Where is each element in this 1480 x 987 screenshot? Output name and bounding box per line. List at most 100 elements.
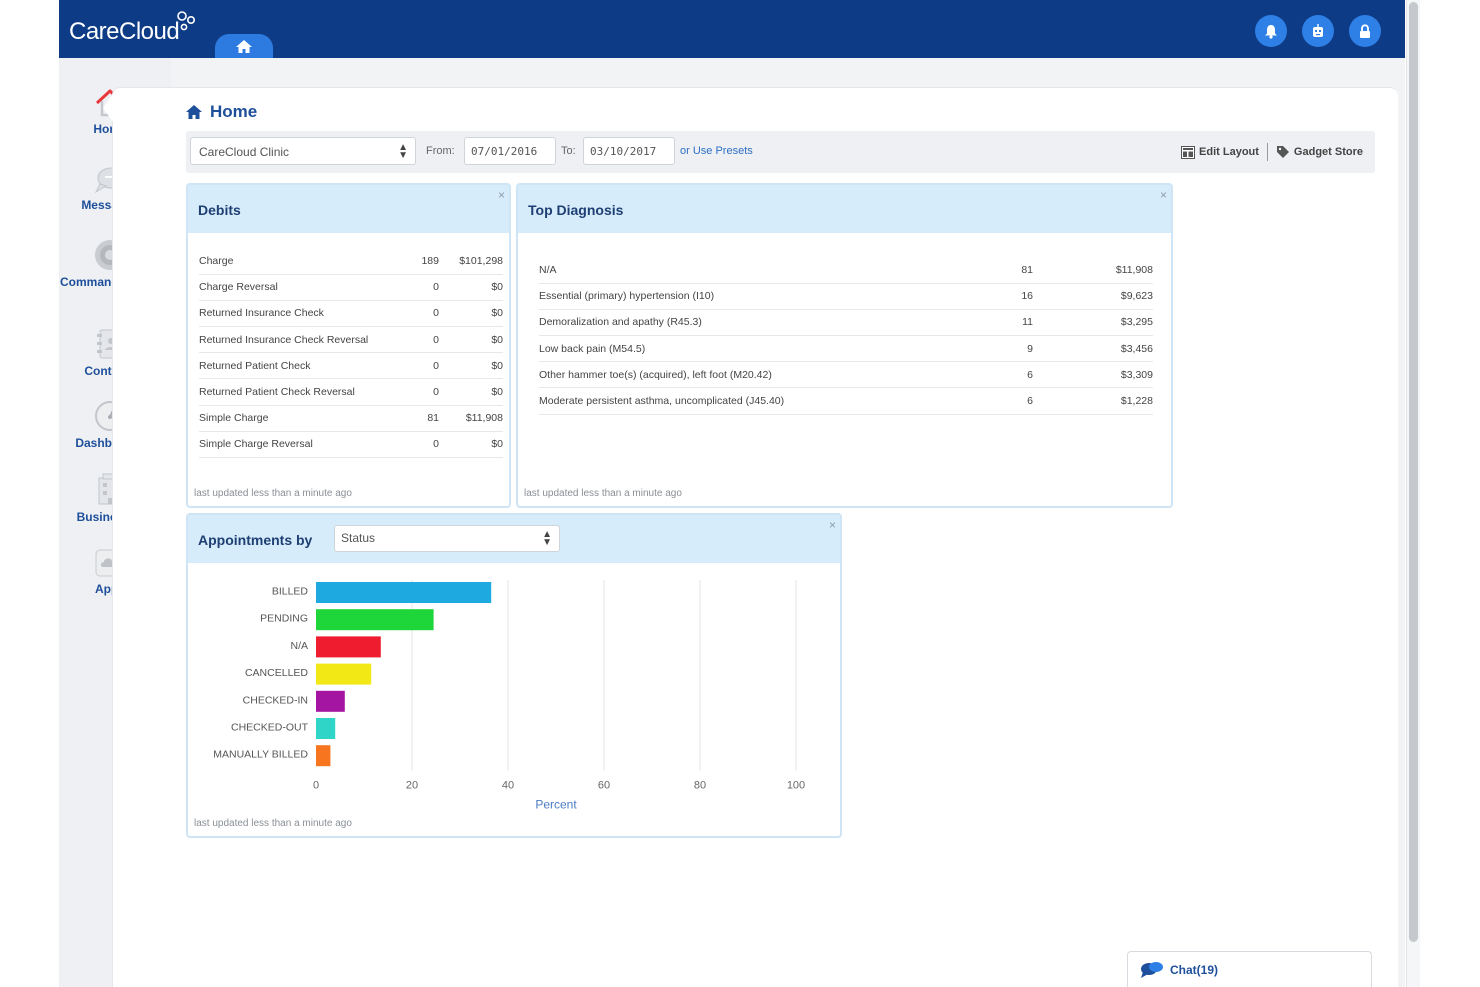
bar xyxy=(316,745,331,767)
table-row: Essential (primary) hypertension (I10) 16… xyxy=(539,283,1153,310)
edit-layout-button[interactable]: Edit Layout xyxy=(1181,145,1259,159)
category-label: CHECKED-OUT xyxy=(231,722,309,734)
x-tick-label: 40 xyxy=(502,779,514,791)
bell-icon xyxy=(1265,24,1277,39)
table-cell-count: 0 xyxy=(409,431,439,459)
home-icon xyxy=(236,40,252,53)
close-icon[interactable]: × xyxy=(497,188,505,202)
gadget-title: Top Diagnosis xyxy=(528,202,624,218)
filter-bar: CareCloud Clinic ▲ ▼ From: 07/01/2016 To:… xyxy=(186,131,1375,173)
gadget-store-label: Gadget Store xyxy=(1293,146,1363,158)
group-by-select[interactable]: Status ▲ ▼ xyxy=(334,525,560,552)
table-row: Demoralization and apathy (R45.3) 11 $3,29… xyxy=(539,309,1153,337)
table-cell-amount: $0 xyxy=(439,431,503,459)
table-row: Moderate persistent asthma, uncomplicate… xyxy=(539,387,1153,415)
table-cell-label: Moderate persistent asthma, uncomplicate… xyxy=(539,387,979,415)
page-title-text: Home xyxy=(210,102,258,121)
table-cell-count: 6 xyxy=(979,361,1033,389)
top-bar: CareCloud xyxy=(59,0,1405,58)
table-row: Charge 189 $101,298 xyxy=(199,248,503,275)
group-by-select-value: Status xyxy=(341,531,376,545)
home-tab[interactable] xyxy=(215,34,273,58)
x-tick-label: 100 xyxy=(787,779,805,791)
robot-icon xyxy=(1313,23,1323,37)
last-updated-note: last updated less than a minute ago xyxy=(194,818,352,829)
x-tick-label: 0 xyxy=(313,779,319,791)
chat-icon xyxy=(1141,962,1163,978)
page-scrollbar[interactable] xyxy=(1406,0,1420,987)
table-row: Charge Reversal 0 $0 xyxy=(199,274,503,301)
use-presets-link[interactable]: or Use Presets xyxy=(680,145,753,157)
edit-layout-label: Edit Layout xyxy=(1199,146,1259,158)
table-cell-count: 16 xyxy=(979,283,1033,310)
table-cell-label: Charge xyxy=(199,248,409,275)
page-title: Home xyxy=(186,102,257,122)
table-cell-amount: $3,456 xyxy=(1033,335,1153,363)
x-tick-label: 80 xyxy=(694,779,706,791)
layout-grid-icon xyxy=(1181,145,1196,159)
bar xyxy=(316,582,492,603)
table-cell-count: 11 xyxy=(979,309,1033,337)
bar xyxy=(316,718,336,739)
table-row: Returned Patient Check 0 $0 xyxy=(199,352,503,380)
table-cell-amount: $0 xyxy=(439,352,503,380)
to-date-input[interactable]: 03/10/2017 xyxy=(583,137,675,165)
table-row: Simple Charge 81 $11,908 xyxy=(199,405,503,432)
table-cell-count: 0 xyxy=(409,326,439,354)
last-updated-note: last updated less than a minute ago xyxy=(524,488,682,499)
table-cell-count: 0 xyxy=(409,378,439,406)
gadget-store-button[interactable]: Gadget Store xyxy=(1276,145,1363,159)
close-icon[interactable]: × xyxy=(828,518,836,532)
close-icon[interactable]: × xyxy=(1159,188,1167,202)
settings-button[interactable] xyxy=(1302,15,1334,47)
gadget-header: Appointments by Status ▲ ▼ × xyxy=(188,515,840,563)
table-cell-label: Returned Patient Check Reversal xyxy=(199,378,409,406)
table-row: N/A 81 $11,908 xyxy=(539,257,1153,284)
from-label: From: xyxy=(426,145,455,157)
table-row: Returned Insurance Check 0 $0 xyxy=(199,300,503,328)
select-arrows-icon: ▲ ▼ xyxy=(542,529,552,548)
table-cell-count: 81 xyxy=(409,405,439,432)
table-cell-count: 6 xyxy=(979,387,1033,415)
table-cell-label: Other hammer toe(s) (acquired), left foo… xyxy=(539,361,979,389)
bar xyxy=(316,690,345,712)
gadget-title: Appointments by xyxy=(198,532,313,548)
top-diagnosis-table: N/A 81 $11,908 Essential (primary) hyperten… xyxy=(539,257,1153,415)
top-diagnosis-gadget: Top Diagnosis × N/A 81 $11,908 Essential (p… xyxy=(516,183,1173,508)
clinic-select[interactable]: CareCloud Clinic ▲ ▼ xyxy=(190,137,416,165)
carecloud-logo[interactable]: CareCloud xyxy=(69,18,180,45)
select-arrows-icon: ▲ ▼ xyxy=(398,142,408,161)
lock-button[interactable] xyxy=(1349,15,1381,47)
gadget-header: Top Diagnosis × xyxy=(518,185,1171,233)
category-label: N/A xyxy=(290,640,308,652)
table-cell-amount: $9,623 xyxy=(1033,283,1153,310)
gadget-header: Debits × xyxy=(188,185,509,233)
category-label: BILLED xyxy=(272,586,309,598)
chat-label: Chat(19) xyxy=(1170,963,1219,977)
from-date-input[interactable]: 07/01/2016 xyxy=(464,137,556,165)
table-cell-label: Returned Insurance Check Reversal xyxy=(199,326,409,354)
scroll-thumb[interactable] xyxy=(1409,2,1418,942)
table-cell-amount: $1,228 xyxy=(1033,387,1153,415)
gadget-title: Debits xyxy=(198,202,241,218)
table-cell-amount: $0 xyxy=(439,300,503,328)
x-axis-label: Percent xyxy=(535,797,577,811)
table-cell-label: Returned Patient Check xyxy=(199,352,409,380)
table-cell-count: 189 xyxy=(409,248,439,275)
table-row: Returned Insurance Check Reversal 0 $0 xyxy=(199,326,503,354)
table-cell-label: Returned Insurance Check xyxy=(199,300,409,328)
category-label: PENDING xyxy=(260,613,308,625)
table-cell-label: N/A xyxy=(539,257,979,284)
table-cell-count: 9 xyxy=(979,335,1033,363)
divider xyxy=(1266,143,1268,161)
table-cell-count: 0 xyxy=(409,300,439,328)
notifications-button[interactable] xyxy=(1255,15,1287,47)
bar xyxy=(316,609,434,631)
category-label: CANCELLED xyxy=(245,667,308,679)
x-tick-label: 20 xyxy=(406,779,418,791)
table-cell-label: Essential (primary) hypertension (I10) xyxy=(539,283,979,310)
clinic-select-value: CareCloud Clinic xyxy=(199,145,290,159)
appointments-gadget: Appointments by Status ▲ ▼ × 0 20 40 60 80 100… xyxy=(186,513,842,838)
chat-panel-button[interactable]: Chat(19) xyxy=(1127,951,1372,987)
to-label: To: xyxy=(561,145,576,157)
